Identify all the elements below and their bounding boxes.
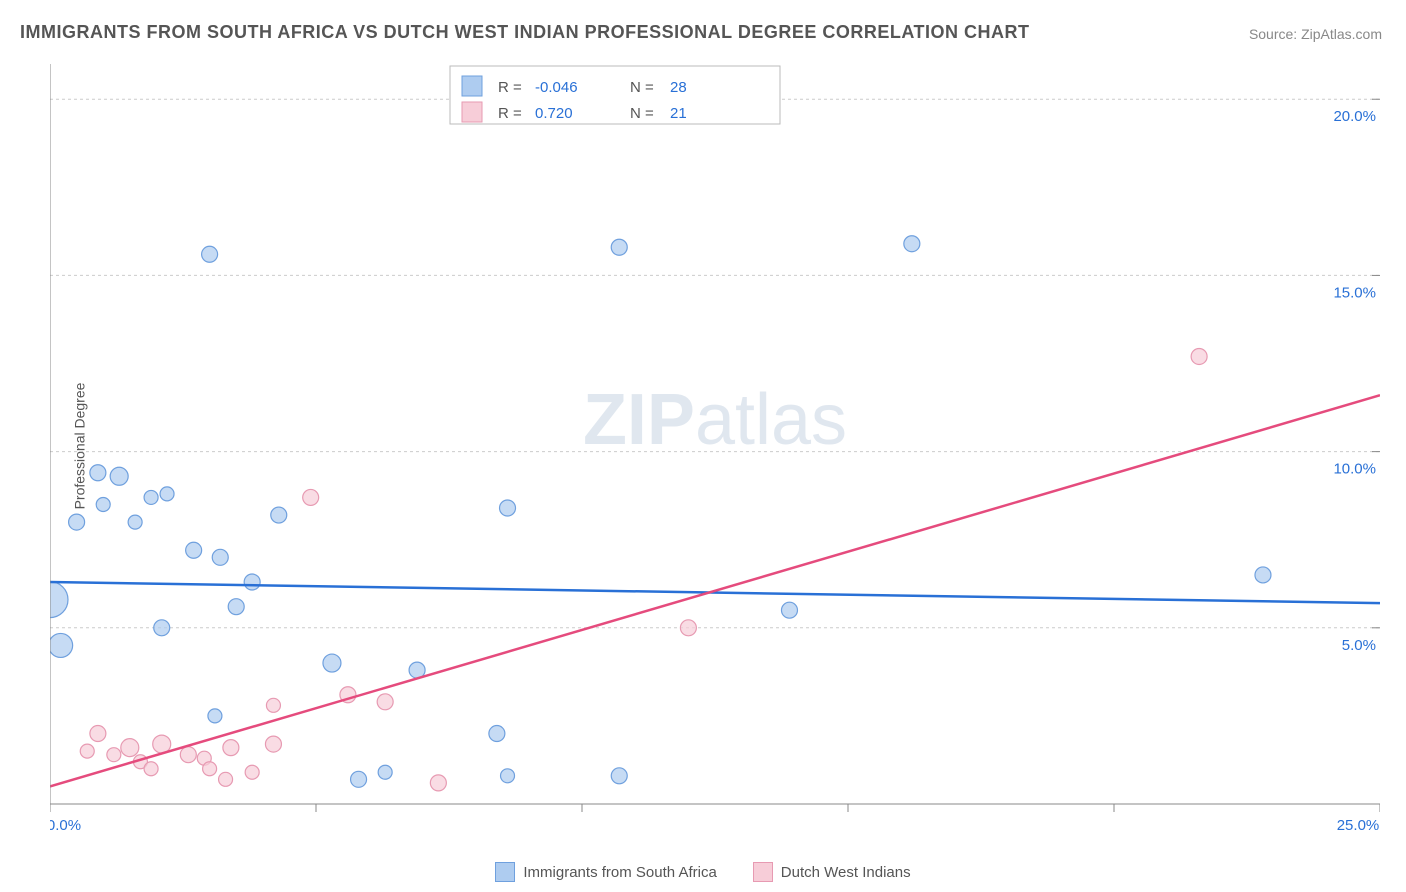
legend-swatch bbox=[495, 862, 515, 882]
data-point bbox=[110, 467, 128, 485]
data-point bbox=[228, 599, 244, 615]
data-point bbox=[265, 736, 281, 752]
data-point bbox=[90, 726, 106, 742]
data-point bbox=[203, 762, 217, 776]
data-point bbox=[223, 740, 239, 756]
data-point bbox=[202, 246, 218, 262]
legend-item: Immigrants from South Africa bbox=[495, 862, 716, 882]
chart-title: IMMIGRANTS FROM SOUTH AFRICA VS DUTCH WE… bbox=[20, 22, 1030, 43]
data-point bbox=[611, 768, 627, 784]
svg-text:R =: R = bbox=[498, 105, 522, 122]
data-point bbox=[245, 765, 259, 779]
data-point bbox=[377, 694, 393, 710]
legend-item: Dutch West Indians bbox=[753, 862, 911, 882]
data-point bbox=[186, 542, 202, 558]
legend-label: Dutch West Indians bbox=[781, 864, 911, 881]
data-point bbox=[1255, 567, 1271, 583]
svg-text:10.0%: 10.0% bbox=[1333, 461, 1376, 478]
data-point bbox=[180, 747, 196, 763]
data-point bbox=[303, 489, 319, 505]
data-point bbox=[121, 739, 139, 757]
data-point bbox=[128, 515, 142, 529]
svg-text:21: 21 bbox=[670, 105, 687, 122]
svg-text:0.720: 0.720 bbox=[535, 105, 573, 122]
data-point bbox=[50, 582, 68, 618]
data-point bbox=[154, 620, 170, 636]
svg-text:R =: R = bbox=[498, 79, 522, 96]
data-point bbox=[904, 236, 920, 252]
data-point bbox=[378, 765, 392, 779]
data-point bbox=[323, 654, 341, 672]
svg-text:15.0%: 15.0% bbox=[1333, 284, 1376, 301]
svg-text:-0.046: -0.046 bbox=[535, 79, 578, 96]
data-point bbox=[351, 771, 367, 787]
correlation-chart: ZIPatlas 0.0% 25.0% 5.0% 10.0% 15.0% 20.0% R … bbox=[50, 64, 1380, 832]
svg-text:N =: N = bbox=[630, 79, 654, 96]
data-point bbox=[144, 490, 158, 504]
data-point bbox=[144, 762, 158, 776]
legend-swatch bbox=[753, 862, 773, 882]
stats-box: R = -0.046 N = 28 R = 0.720 N = 21 bbox=[450, 66, 780, 124]
legend: Immigrants from South Africa Dutch West I… bbox=[0, 862, 1406, 886]
svg-text:N =: N = bbox=[630, 105, 654, 122]
data-point bbox=[781, 602, 797, 618]
legend-label: Immigrants from South Africa bbox=[523, 864, 716, 881]
data-point bbox=[500, 500, 516, 516]
data-point bbox=[50, 633, 73, 657]
data-point bbox=[611, 239, 627, 255]
data-point bbox=[90, 465, 106, 481]
watermark: ZIPatlas bbox=[583, 380, 847, 460]
data-point bbox=[96, 497, 110, 511]
data-point bbox=[271, 507, 287, 523]
data-point bbox=[1191, 348, 1207, 364]
svg-text:20.0%: 20.0% bbox=[1333, 108, 1376, 125]
data-point bbox=[160, 487, 174, 501]
svg-text:0.0%: 0.0% bbox=[50, 817, 81, 832]
data-point bbox=[212, 549, 228, 565]
data-point bbox=[208, 709, 222, 723]
data-point bbox=[501, 769, 515, 783]
svg-text:28: 28 bbox=[670, 79, 687, 96]
data-point bbox=[107, 748, 121, 762]
data-point bbox=[489, 726, 505, 742]
data-point bbox=[680, 620, 696, 636]
svg-text:5.0%: 5.0% bbox=[1342, 637, 1376, 654]
svg-text:25.0%: 25.0% bbox=[1337, 817, 1380, 832]
data-point bbox=[69, 514, 85, 530]
trend-line-blue bbox=[50, 582, 1380, 603]
data-point bbox=[219, 772, 233, 786]
data-point bbox=[244, 574, 260, 590]
data-point bbox=[266, 698, 280, 712]
data-point bbox=[430, 775, 446, 791]
data-point bbox=[80, 744, 94, 758]
source-label: Source: ZipAtlas.com bbox=[1249, 26, 1382, 42]
